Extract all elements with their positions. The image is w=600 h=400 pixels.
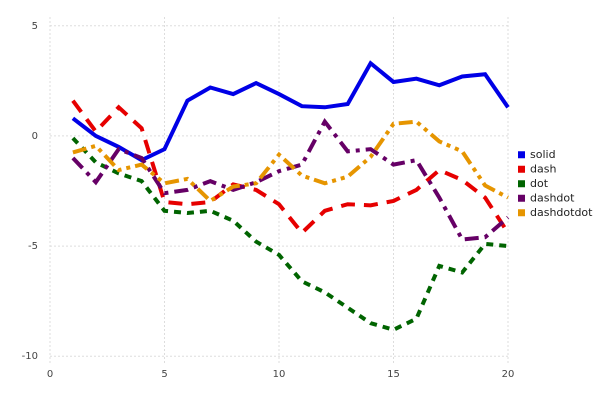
y-tick-label: -10 bbox=[22, 351, 38, 362]
legend-marker bbox=[518, 180, 525, 188]
x-tick-label: 0 bbox=[47, 369, 53, 380]
legend-label: dash bbox=[530, 162, 556, 175]
y-tick-label: 0 bbox=[32, 131, 38, 142]
legend-label: dashdotdot bbox=[530, 206, 593, 219]
legend-label: dashdot bbox=[530, 191, 575, 204]
x-tick-label: 15 bbox=[387, 369, 400, 380]
line-series bbox=[72, 119, 509, 204]
legend-marker bbox=[518, 151, 525, 159]
line-series bbox=[71, 99, 510, 236]
legend-label: dot bbox=[530, 177, 549, 190]
x-tick-label: 20 bbox=[502, 369, 515, 380]
line-series bbox=[71, 117, 510, 242]
x-tick-label: 10 bbox=[273, 369, 286, 380]
legend-label: solid bbox=[530, 148, 556, 161]
y-tick-label: -5 bbox=[28, 241, 38, 252]
line-series bbox=[71, 60, 510, 163]
x-tick-label: 5 bbox=[161, 369, 167, 380]
line-series bbox=[71, 136, 509, 332]
legend-marker bbox=[518, 165, 525, 173]
legend-marker bbox=[518, 209, 525, 217]
legend-marker bbox=[518, 194, 525, 202]
y-tick-label: 5 bbox=[32, 21, 38, 32]
